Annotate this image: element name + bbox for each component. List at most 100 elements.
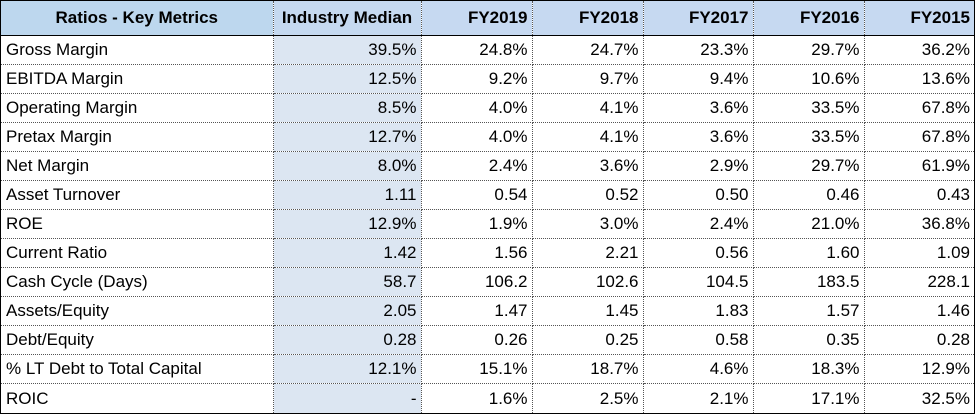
industry-median-cell[interactable]: 2.05 bbox=[273, 296, 422, 327]
value-cell[interactable]: 61.9% bbox=[864, 151, 974, 181]
value-cell[interactable]: 0.58 bbox=[643, 325, 754, 356]
industry-median-cell[interactable]: 0.28 bbox=[273, 325, 422, 356]
value-cell[interactable]: 1.09 bbox=[864, 238, 974, 269]
value-cell[interactable]: 0.52 bbox=[532, 180, 644, 210]
industry-median-cell[interactable]: 8.5% bbox=[273, 93, 422, 123]
value-cell[interactable]: 29.7% bbox=[753, 35, 865, 65]
header-cell-fy2019[interactable]: FY2019 bbox=[421, 1, 533, 36]
value-cell[interactable]: 10.6% bbox=[753, 64, 865, 94]
value-cell[interactable]: 0.28 bbox=[864, 325, 974, 356]
value-cell[interactable]: 3.6% bbox=[643, 93, 754, 123]
header-cell-fy2018[interactable]: FY2018 bbox=[532, 1, 644, 36]
header-cell-metric[interactable]: Ratios - Key Metrics bbox=[1, 1, 274, 36]
value-cell[interactable]: 1.9% bbox=[421, 209, 533, 239]
value-cell[interactable]: 9.7% bbox=[532, 64, 644, 94]
value-cell[interactable]: 4.6% bbox=[643, 354, 754, 385]
value-cell[interactable]: 228.1 bbox=[864, 267, 974, 298]
row-label-cell[interactable]: Current Ratio bbox=[1, 238, 274, 269]
table-row: ROIC -1.6% 2.5% 2.1% 17.1% 32.5% bbox=[1, 383, 974, 413]
value-cell[interactable]: 13.6% bbox=[864, 64, 974, 94]
value-cell[interactable]: 21.0% bbox=[753, 209, 865, 239]
row-label-cell[interactable]: Pretax Margin bbox=[1, 122, 274, 152]
value-cell[interactable]: 1.56 bbox=[421, 238, 533, 269]
value-cell[interactable]: 9.4% bbox=[643, 64, 754, 94]
value-cell[interactable]: 36.8% bbox=[864, 209, 974, 239]
industry-median-cell[interactable]: 58.7 bbox=[273, 267, 422, 298]
header-cell-fy2016[interactable]: FY2016 bbox=[753, 1, 865, 36]
row-label-cell[interactable]: EBITDA Margin bbox=[1, 64, 274, 94]
value-cell[interactable]: 3.6% bbox=[532, 151, 644, 181]
row-label-cell[interactable]: ROIC bbox=[1, 383, 274, 413]
value-cell[interactable]: 104.5 bbox=[643, 267, 754, 298]
industry-median-cell[interactable]: 8.0% bbox=[273, 151, 422, 181]
value-cell[interactable]: 183.5 bbox=[753, 267, 865, 298]
value-cell[interactable]: 3.0% bbox=[532, 209, 644, 239]
row-label-cell[interactable]: Net Margin bbox=[1, 151, 274, 181]
industry-median-cell[interactable]: 12.7% bbox=[273, 122, 422, 152]
table-row: Asset Turnover 1.11 0.54 0.52 0.50 0.46 0.43 bbox=[1, 180, 974, 210]
value-cell[interactable]: 36.2% bbox=[864, 35, 974, 65]
value-cell[interactable]: 23.3% bbox=[643, 35, 754, 65]
value-cell[interactable]: 17.1% bbox=[753, 383, 865, 413]
value-cell[interactable]: 1.45 bbox=[532, 296, 644, 327]
header-cell-industry-median[interactable]: Industry Median bbox=[273, 1, 422, 36]
value-cell[interactable]: 15.1% bbox=[421, 354, 533, 385]
row-label-cell[interactable]: Operating Margin bbox=[1, 93, 274, 123]
value-cell[interactable]: 2.4% bbox=[643, 209, 754, 239]
row-label-cell[interactable]: Assets/Equity bbox=[1, 296, 274, 327]
value-cell[interactable]: 0.26 bbox=[421, 325, 533, 356]
value-cell[interactable]: 4.0% bbox=[421, 93, 533, 123]
value-cell[interactable]: 0.46 bbox=[753, 180, 865, 210]
value-cell[interactable]: 2.5% bbox=[532, 383, 644, 413]
value-cell[interactable]: 0.35 bbox=[753, 325, 865, 356]
value-cell[interactable]: 9.2% bbox=[421, 64, 533, 94]
value-cell[interactable]: 106.2 bbox=[421, 267, 533, 298]
industry-median-cell[interactable]: 1.11 bbox=[273, 180, 422, 210]
value-cell[interactable]: 29.7% bbox=[753, 151, 865, 181]
industry-median-cell[interactable]: - bbox=[273, 383, 422, 413]
value-cell[interactable]: 3.6% bbox=[643, 122, 754, 152]
row-label-cell[interactable]: ROE bbox=[1, 209, 274, 239]
value-cell[interactable]: 2.21 bbox=[532, 238, 644, 269]
value-cell[interactable]: 4.0% bbox=[421, 122, 533, 152]
value-cell[interactable]: 1.6% bbox=[421, 383, 533, 413]
row-label-cell[interactable]: % LT Debt to Total Capital bbox=[1, 354, 274, 385]
value-cell[interactable]: 0.43 bbox=[864, 180, 974, 210]
row-label-cell[interactable]: Gross Margin bbox=[1, 35, 274, 65]
value-cell[interactable]: 0.50 bbox=[643, 180, 754, 210]
value-cell[interactable]: 2.1% bbox=[643, 383, 754, 413]
value-cell[interactable]: 67.8% bbox=[864, 93, 974, 123]
value-cell[interactable]: 24.7% bbox=[532, 35, 644, 65]
value-cell[interactable]: 0.56 bbox=[643, 238, 754, 269]
value-cell[interactable]: 1.60 bbox=[753, 238, 865, 269]
industry-median-cell[interactable]: 1.42 bbox=[273, 238, 422, 269]
value-cell[interactable]: 12.9% bbox=[864, 354, 974, 385]
value-cell[interactable]: 0.54 bbox=[421, 180, 533, 210]
row-label-cell[interactable]: Asset Turnover bbox=[1, 180, 274, 210]
row-label-cell[interactable]: Debt/Equity bbox=[1, 325, 274, 356]
value-cell[interactable]: 1.47 bbox=[421, 296, 533, 327]
industry-median-cell[interactable]: 12.5% bbox=[273, 64, 422, 94]
value-cell[interactable]: 2.9% bbox=[643, 151, 754, 181]
industry-median-cell[interactable]: 12.1% bbox=[273, 354, 422, 385]
value-cell[interactable]: 0.25 bbox=[532, 325, 644, 356]
value-cell[interactable]: 4.1% bbox=[532, 122, 644, 152]
value-cell[interactable]: 1.57 bbox=[753, 296, 865, 327]
value-cell[interactable]: 4.1% bbox=[532, 93, 644, 123]
value-cell[interactable]: 33.5% bbox=[753, 93, 865, 123]
value-cell[interactable]: 102.6 bbox=[532, 267, 644, 298]
value-cell[interactable]: 24.8% bbox=[421, 35, 533, 65]
value-cell[interactable]: 32.5% bbox=[921, 388, 970, 408]
value-cell[interactable]: 1.83 bbox=[643, 296, 754, 327]
header-cell-fy2017[interactable]: FY2017 bbox=[643, 1, 754, 36]
value-cell[interactable]: 67.8% bbox=[864, 122, 974, 152]
header-cell-fy2015[interactable]: FY2015 bbox=[864, 1, 974, 36]
row-label-cell[interactable]: Cash Cycle (Days) bbox=[1, 267, 274, 298]
value-cell[interactable]: 33.5% bbox=[753, 122, 865, 152]
value-cell[interactable]: 1.46 bbox=[864, 296, 974, 327]
value-cell[interactable]: 18.3% bbox=[753, 354, 865, 385]
value-cell[interactable]: 18.7% bbox=[532, 354, 644, 385]
value-cell[interactable]: 2.4% bbox=[421, 151, 533, 181]
industry-median-cell[interactable]: 39.5% bbox=[273, 35, 422, 65]
industry-median-cell[interactable]: 12.9% bbox=[273, 209, 422, 239]
